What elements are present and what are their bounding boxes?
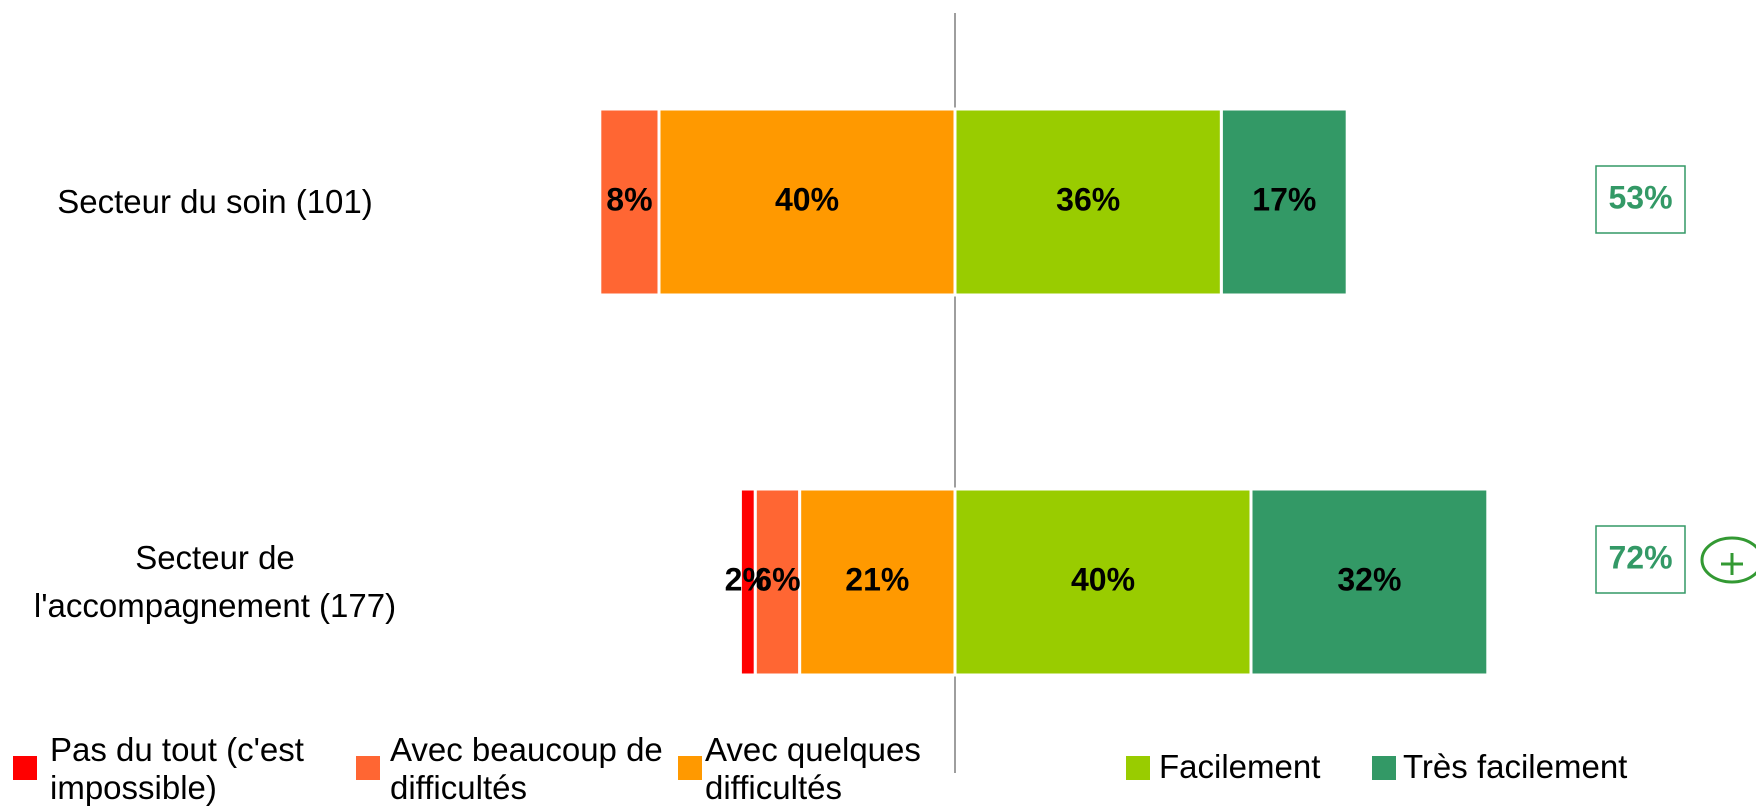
total-box bbox=[1595, 165, 1686, 234]
total-label: 53% bbox=[1608, 179, 1672, 215]
bar-segment bbox=[753, 487, 802, 677]
total-label: 72% bbox=[1608, 539, 1672, 575]
legend-swatch bbox=[1372, 756, 1396, 780]
bar-segment bbox=[1249, 487, 1490, 677]
bar-segment bbox=[798, 487, 957, 677]
legend-swatch bbox=[678, 756, 702, 780]
legend-label: Pas du tout (c'est impossible) bbox=[50, 731, 304, 806]
bar-segment bbox=[1219, 107, 1349, 297]
value-label: 6% bbox=[754, 561, 800, 597]
bar-segment bbox=[738, 487, 757, 677]
value-label: 40% bbox=[775, 181, 839, 217]
bar-segment bbox=[598, 107, 661, 297]
legend-swatch bbox=[1126, 756, 1150, 780]
legend-label: Avec beaucoup de difficultés bbox=[390, 731, 663, 806]
significance-marker bbox=[1700, 536, 1756, 584]
value-label: 40% bbox=[1071, 561, 1135, 597]
legend-label: Très facilement bbox=[1403, 748, 1628, 785]
value-label: 32% bbox=[1337, 561, 1401, 597]
category-label: Secteur du soin (101) bbox=[57, 183, 373, 220]
value-label: 17% bbox=[1252, 181, 1316, 217]
value-label: 21% bbox=[845, 561, 909, 597]
category-label: Secteur de l'accompagnement (177) bbox=[33, 539, 397, 624]
bar-segment bbox=[953, 107, 1223, 297]
value-label: 2% bbox=[725, 561, 771, 597]
bar-segment bbox=[657, 107, 957, 297]
legend-swatch bbox=[13, 756, 37, 780]
legend-label: Avec quelques difficultés bbox=[705, 731, 921, 806]
total-box bbox=[1595, 525, 1686, 594]
value-label: 8% bbox=[606, 181, 652, 217]
value-label: 36% bbox=[1056, 181, 1120, 217]
bar-segment bbox=[953, 487, 1253, 677]
legend-swatch bbox=[356, 756, 380, 780]
legend-label: Facilement bbox=[1159, 748, 1321, 785]
